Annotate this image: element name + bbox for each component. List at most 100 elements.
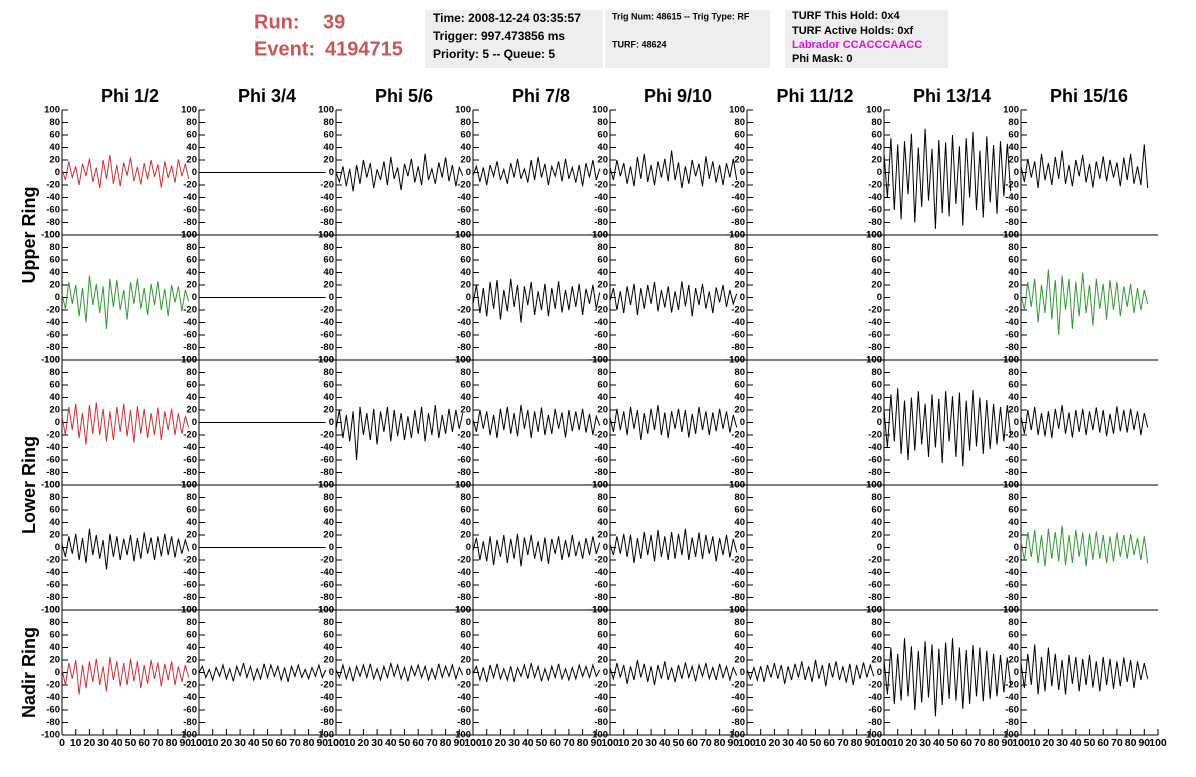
x-tick-label: 70 <box>426 737 438 749</box>
y-tick-label: 40 <box>323 517 334 528</box>
y-tick-label: -100 <box>1000 480 1019 491</box>
y-tick-label: 100 <box>44 230 60 241</box>
y-tick-label: -100 <box>726 605 745 616</box>
y-tick-label: -20 <box>594 430 608 441</box>
y-tick-label: 60 <box>734 255 745 266</box>
waveform <box>61 656 190 695</box>
y-tick-label: -40 <box>457 442 471 453</box>
y-tick-label: -20 <box>457 680 471 691</box>
x-tick-label: 60 <box>1097 737 1109 749</box>
y-tick-label: 0 <box>740 417 745 428</box>
y-tick-label: -100 <box>1000 230 1019 241</box>
y-tick-label: -80 <box>183 467 197 478</box>
y-tick-label: 100 <box>592 105 608 116</box>
y-tick-label: -80 <box>457 717 471 728</box>
y-tick-label: -20 <box>46 430 60 441</box>
x-tick-label: 30 <box>508 737 520 749</box>
y-tick-label: 80 <box>1008 367 1019 378</box>
waveform <box>609 150 738 189</box>
y-tick-label: -40 <box>868 317 882 328</box>
waveform <box>61 528 190 570</box>
y-tick-label: 80 <box>323 367 334 378</box>
y-tick-label: 100 <box>181 480 197 491</box>
y-tick-label: 20 <box>323 405 334 416</box>
y-tick-label: -20 <box>183 555 197 566</box>
y-tick-label: -80 <box>1005 217 1019 228</box>
priority-text: Priority: 5 -- Queue: 5 <box>433 47 555 61</box>
y-tick-label: 100 <box>181 105 197 116</box>
y-tick-label: -100 <box>41 480 60 491</box>
trigger-text: Trigger: 997.473856 ms <box>433 29 565 43</box>
y-tick-label: -20 <box>731 430 745 441</box>
x-tick-label: 90 <box>1001 737 1013 749</box>
y-tick-label: -40 <box>46 692 60 703</box>
y-tick-label: 80 <box>1008 242 1019 253</box>
y-tick-label: 80 <box>460 242 471 253</box>
x-tick-label: 40 <box>1070 737 1082 749</box>
y-tick-label: -20 <box>320 555 334 566</box>
x-tick-label: 0 <box>607 737 613 749</box>
x-tick-label: 80 <box>714 737 726 749</box>
waveform <box>609 659 738 686</box>
y-tick-label: -40 <box>46 192 60 203</box>
y-tick-label: 100 <box>729 355 745 366</box>
y-tick-label: 80 <box>49 367 60 378</box>
x-tick-label: 40 <box>248 737 260 749</box>
waveform <box>472 278 601 323</box>
x-tick-label: 20 <box>221 737 233 749</box>
y-tick-label: 100 <box>318 105 334 116</box>
y-tick-label: 20 <box>460 405 471 416</box>
x-tick-label: 10 <box>207 737 219 749</box>
y-tick-label: -60 <box>594 330 608 341</box>
y-tick-label: 60 <box>323 505 334 516</box>
y-tick-label: 100 <box>866 355 882 366</box>
y-tick-label: -20 <box>183 680 197 691</box>
y-tick-label: 20 <box>597 405 608 416</box>
y-tick-label: 80 <box>1008 117 1019 128</box>
y-tick-label: 80 <box>460 117 471 128</box>
y-tick-label: 80 <box>186 117 197 128</box>
y-tick-label: 40 <box>49 267 60 278</box>
x-tick-label: 60 <box>412 737 424 749</box>
y-tick-label: -100 <box>452 355 471 366</box>
y-tick-label: 20 <box>49 155 60 166</box>
y-tick-label: 60 <box>186 630 197 641</box>
x-tick-label: 100 <box>738 737 756 749</box>
waveform <box>61 154 190 189</box>
y-tick-label: -80 <box>731 717 745 728</box>
y-tick-label: -100 <box>726 230 745 241</box>
y-tick-label: 0 <box>1014 292 1019 303</box>
x-tick-label: 90 <box>179 737 191 749</box>
x-tick-label: 100 <box>601 737 619 749</box>
y-tick-label: 20 <box>186 405 197 416</box>
x-tick-label: 50 <box>673 737 685 749</box>
y-tick-label: 0 <box>329 167 334 178</box>
y-tick-label: 100 <box>181 230 197 241</box>
y-tick-label: -80 <box>46 467 60 478</box>
trig-box <box>605 10 770 68</box>
column-header: Phi 7/8 <box>512 86 570 106</box>
waveform <box>609 528 738 564</box>
run-label: Run: <box>254 11 300 33</box>
turf-active-holds: TURF Active Holds: 0xf <box>792 25 914 37</box>
y-tick-label: 80 <box>597 492 608 503</box>
y-tick-label: -60 <box>1005 580 1019 591</box>
y-tick-label: 100 <box>866 230 882 241</box>
y-tick-label: 80 <box>460 617 471 628</box>
waveform <box>198 662 327 683</box>
x-tick-label: 70 <box>563 737 575 749</box>
y-tick-label: 40 <box>734 392 745 403</box>
y-tick-label: 80 <box>871 117 882 128</box>
x-tick-label: 30 <box>371 737 383 749</box>
y-tick-label: -60 <box>320 580 334 591</box>
y-tick-label: -100 <box>178 355 197 366</box>
y-tick-label: -20 <box>594 680 608 691</box>
y-tick-label: 100 <box>866 105 882 116</box>
phi-mask-text: Phi Mask: 0 <box>792 53 853 65</box>
y-tick-label: -60 <box>594 205 608 216</box>
y-tick-label: 40 <box>323 142 334 153</box>
y-tick-label: -80 <box>183 717 197 728</box>
y-tick-label: -60 <box>457 705 471 716</box>
y-tick-label: -100 <box>41 230 60 241</box>
y-tick-label: 0 <box>877 167 882 178</box>
